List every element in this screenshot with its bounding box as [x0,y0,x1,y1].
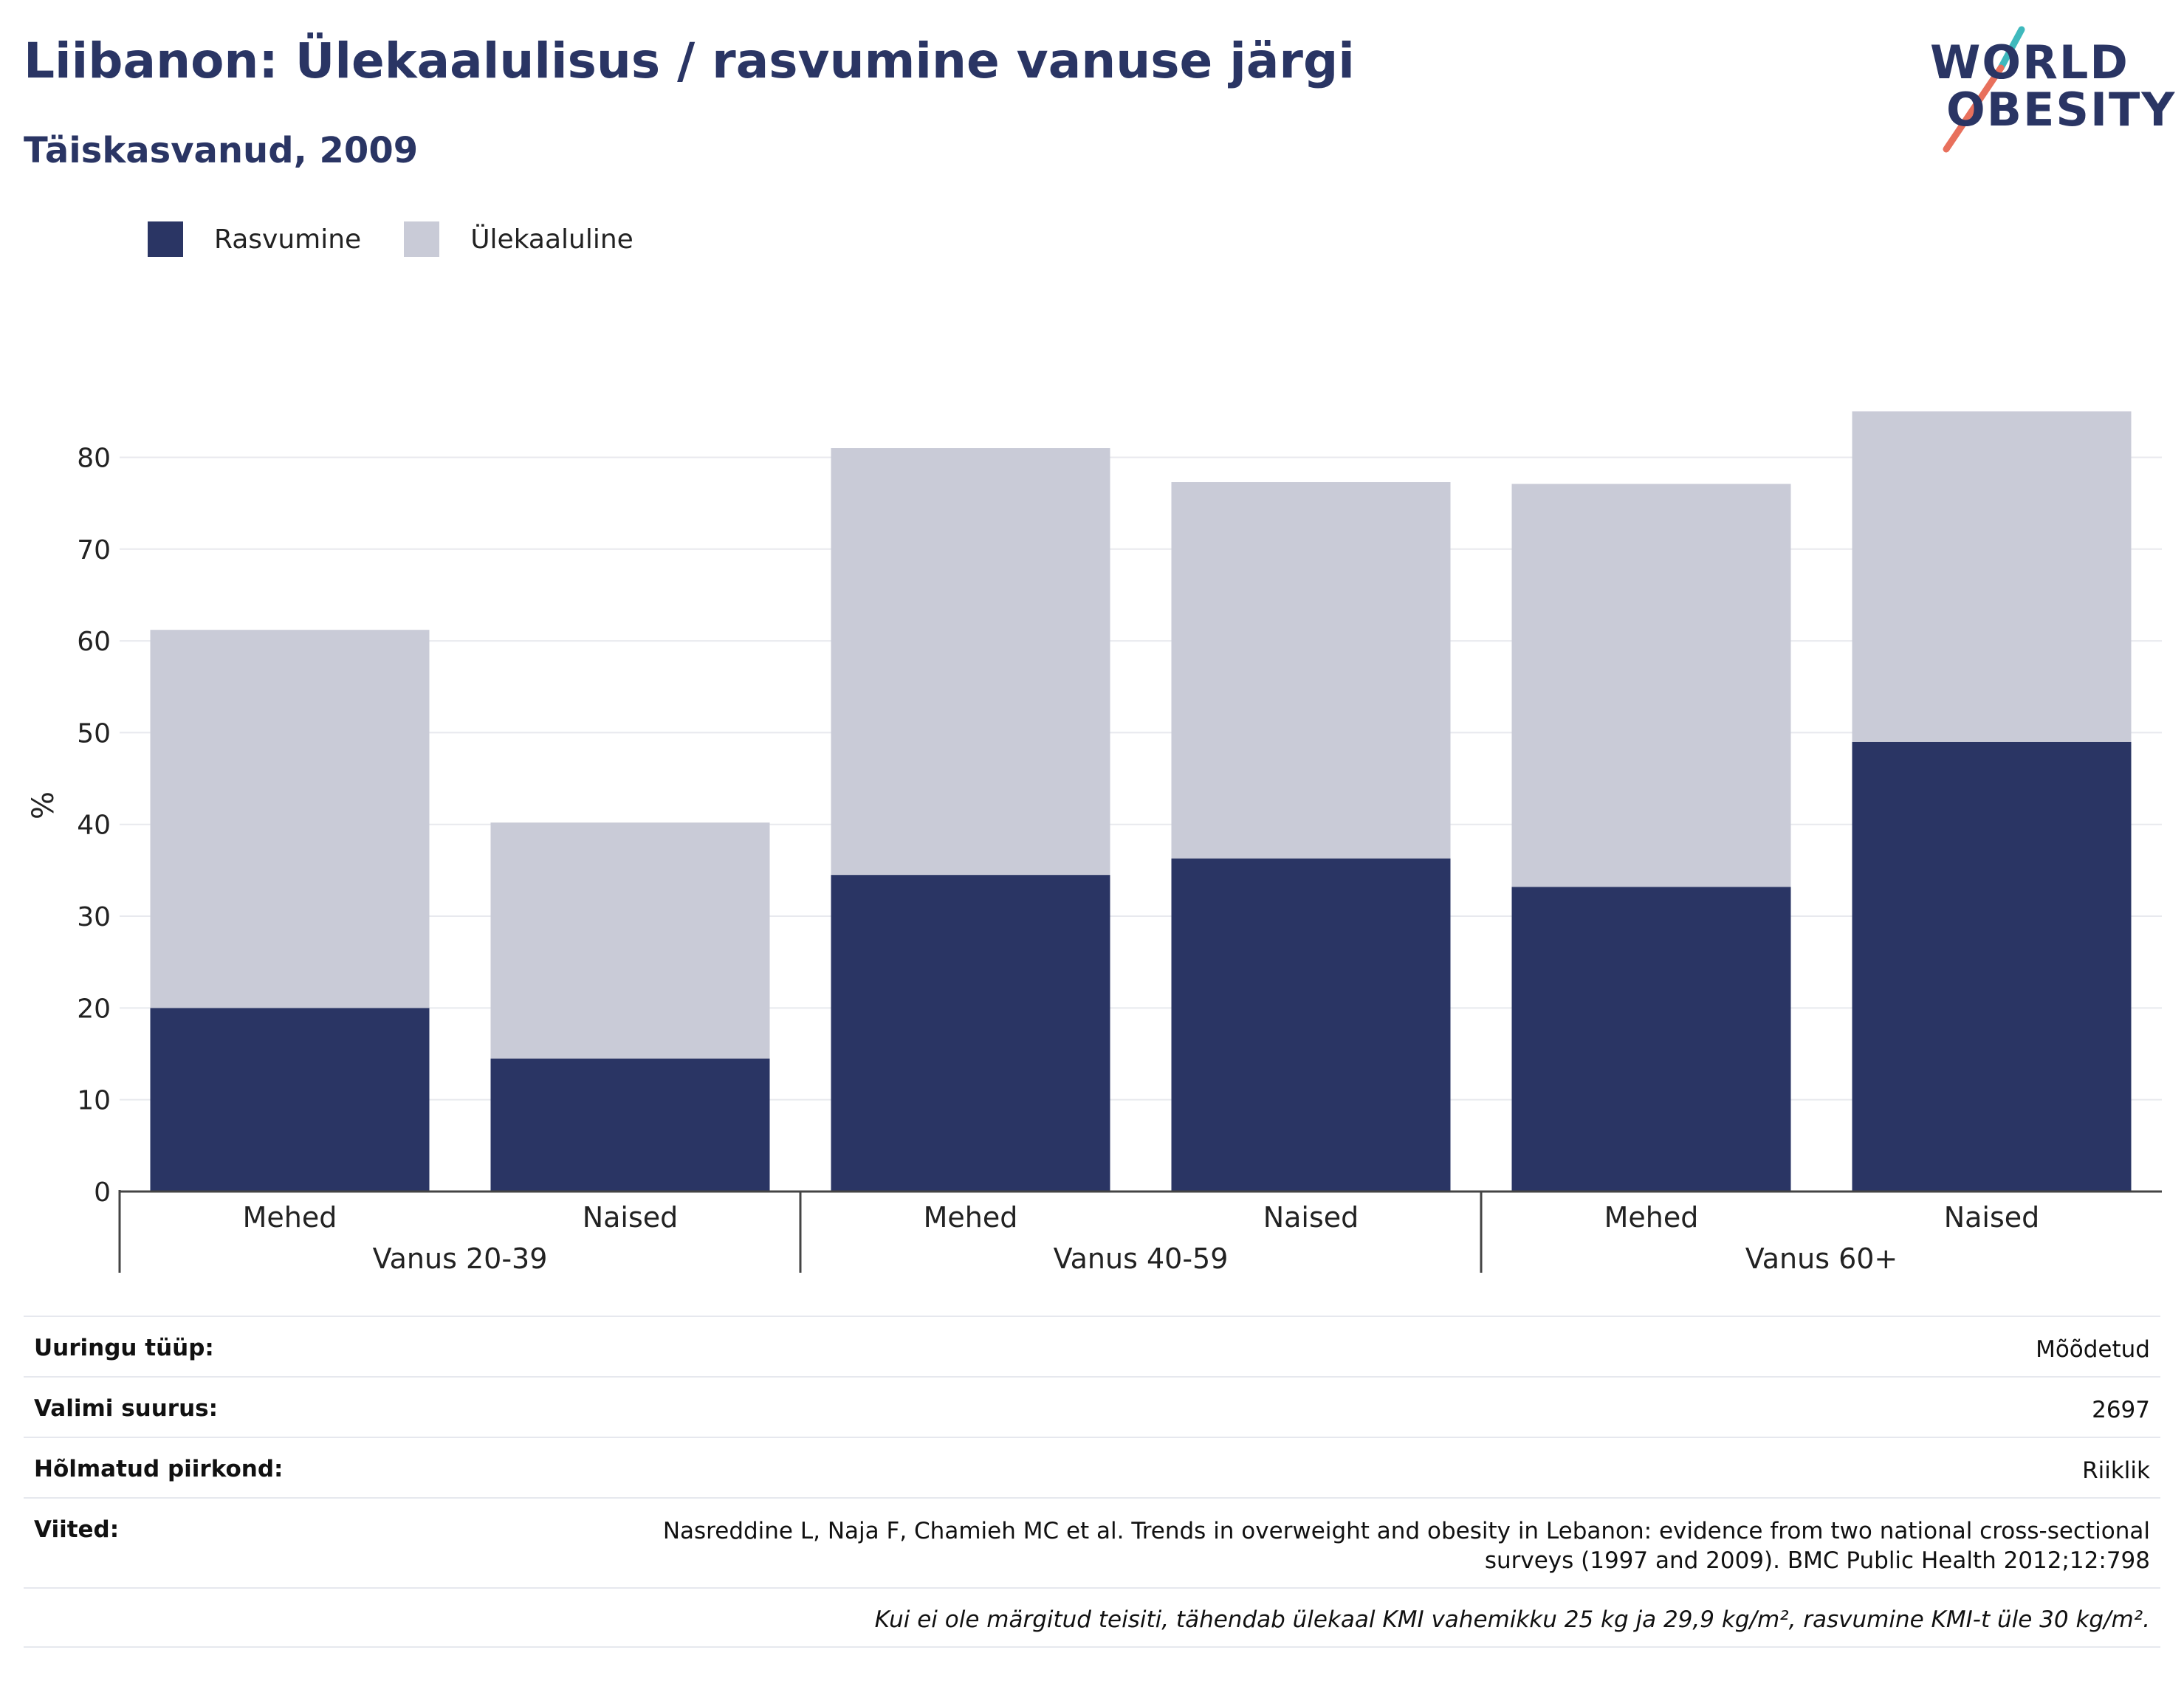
bar-ulekaaluline [1511,484,1791,887]
x-category-label: Naised [583,1201,679,1234]
bar-ulekaaluline [150,630,430,1008]
legend-swatch-rasvumine [148,221,183,257]
x-group-label: Vanus 60+ [1745,1242,1898,1275]
bar-ulekaaluline [490,822,770,1059]
y-tick-label: 60 [77,627,111,657]
logo-text-world: WORLD [1930,35,2129,89]
reference-line-1: Nasreddine L, Naja F, Chamieh MC et al. … [662,1518,2150,1544]
legend-label-rasvumine: Rasvumine [214,224,362,255]
definition-note: Kui ei ole märgitud teisiti, tähendab ül… [874,1606,2150,1633]
meta-label-references: Viited: [34,1516,120,1543]
bar-rasvumine [1852,741,2132,1192]
meta-label-sample-size: Valimi suurus: [34,1395,218,1422]
chart-subtitle: Täiskasvanud, 2009 [24,130,419,171]
legend-swatch-ulekaaluline [404,221,440,257]
y-tick-label: 10 [77,1086,111,1116]
meta-row-region: Hõlmatud piirkond: Riiklik [24,1437,2160,1497]
y-tick-label: 50 [77,718,111,749]
y-tick-label: 80 [77,443,111,473]
chart-legend: Rasvumine Ülekaaluline [148,217,676,261]
logo-text-obesity: OBESITY [1946,83,2177,137]
legend-label-ulekaaluline: Ülekaaluline [470,224,633,255]
y-tick-label: 70 [77,535,111,565]
y-axis-label: % [27,791,61,819]
x-category-label: Mehed [243,1201,337,1234]
bar-rasvumine [831,875,1110,1192]
chart-title: Liibanon: Ülekaalulisus / rasvumine vanu… [24,32,1355,89]
x-category-label: Naised [1944,1201,2040,1234]
meta-label-region: Hõlmatud piirkond: [34,1456,284,1482]
x-group-label: Vanus 20-39 [373,1242,548,1275]
reference-line-2: surveys (1997 and 2009). BMC Public Heal… [1484,1547,2150,1574]
bar-rasvumine [490,1058,770,1192]
meta-row-references: Viited: Nasreddine L, Naja F, Chamieh MC… [24,1497,2160,1587]
bar-ulekaaluline [1171,482,1451,859]
bar-rasvumine [150,1008,430,1192]
bar-ulekaaluline [1852,411,2132,742]
x-category-label: Mehed [1604,1201,1699,1234]
bar-rasvumine [1171,858,1451,1192]
bar-ulekaaluline [831,448,1110,876]
meta-value-references: Nasreddine L, Naja F, Chamieh MC et al. … [663,1516,2150,1575]
y-tick-label: 0 [94,1177,111,1208]
meta-label-survey-type: Uuringu tüüp: [34,1335,214,1361]
meta-row-note: Kui ei ole märgitud teisiti, tähendab ül… [24,1587,2160,1648]
bar-rasvumine [1511,887,1791,1192]
meta-value-survey-type: Mõõdetud [2036,1336,2150,1363]
metadata-table: Uuringu tüüp: Mõõdetud Valimi suurus: 26… [24,1316,2160,1648]
meta-row-sample-size: Valimi suurus: 2697 [24,1376,2160,1437]
meta-row-survey-type: Uuringu tüüp: Mõõdetud [24,1316,2160,1376]
x-group-label: Vanus 40-59 [1054,1242,1229,1275]
meta-value-region: Riiklik [2082,1457,2150,1484]
world-obesity-logo: WORLD OBESITY [1920,22,2174,155]
y-tick-label: 40 [77,811,111,841]
legend-item-ulekaaluline[interactable]: Ülekaaluline [404,221,633,257]
bar-chart: 0 10 20 30 40 50 60 70 80% Mehed Naised Mehed Naised… [27,411,2162,1275]
legend-item-rasvumine[interactable]: Rasvumine [148,221,361,257]
x-category-label: Naised [1263,1201,1359,1234]
x-category-label: Mehed [924,1201,1018,1234]
y-tick-label: 20 [77,994,111,1024]
logo-slash-icon [1943,26,2025,153]
y-tick-label: 30 [77,902,111,932]
meta-value-sample-size: 2697 [2092,1397,2150,1423]
